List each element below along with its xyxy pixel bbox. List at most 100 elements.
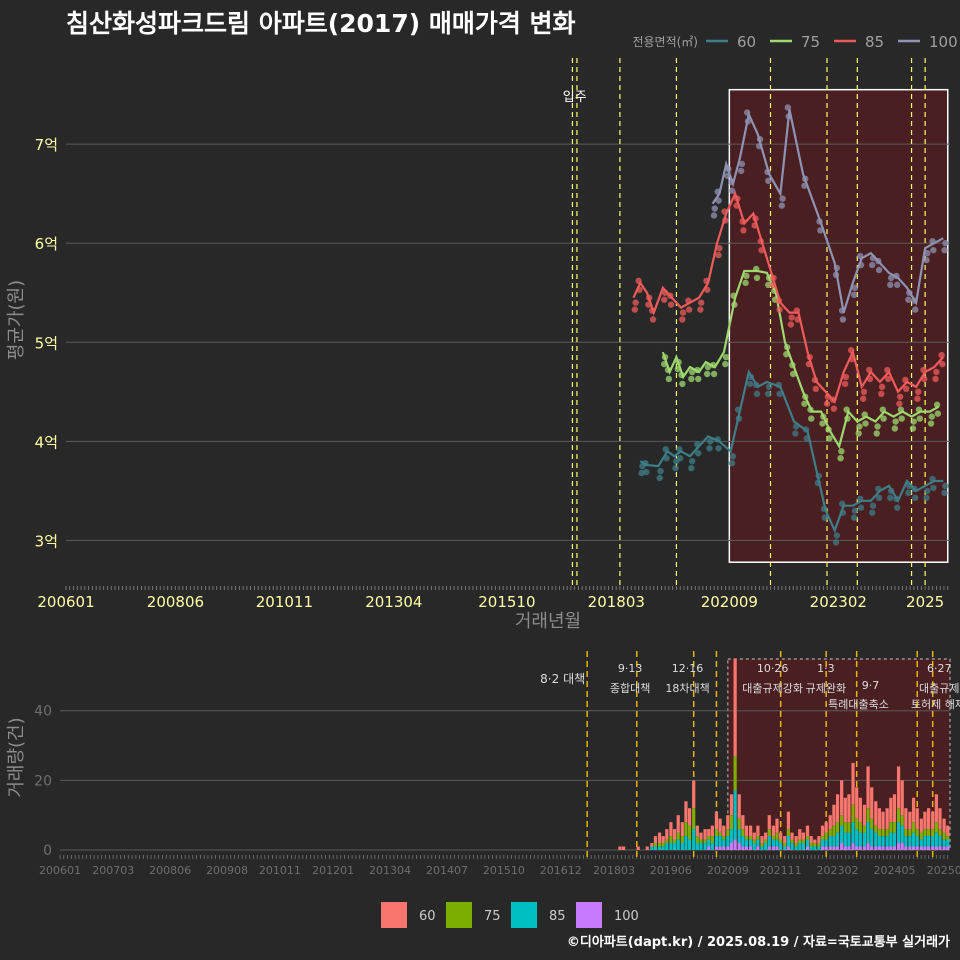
move-in-label: 입주 [563, 90, 587, 105]
legend-label-75: 75 [484, 909, 501, 924]
volume-bar-100 [946, 846, 950, 850]
data-point-85 [903, 385, 910, 393]
volume-bar-75 [817, 843, 821, 847]
volume-bar-100 [915, 846, 919, 850]
data-point-100 [779, 195, 786, 202]
volume-bar-75 [911, 822, 916, 833]
volume-bar-100 [767, 846, 771, 850]
x-tick-label: 201510 [483, 864, 525, 877]
volume-bar-75 [775, 832, 779, 840]
volume-bar-75 [919, 832, 923, 840]
volume-bar-60 [621, 846, 626, 850]
volume-bar-75 [695, 836, 699, 844]
volume-bar-85 [661, 846, 665, 850]
data-point-60 [930, 484, 937, 492]
volume-bar-60 [741, 815, 745, 830]
data-point-75 [679, 380, 686, 388]
volume-bar-100 [835, 846, 840, 850]
volume-bar-100 [824, 846, 828, 850]
x-tick-label: 202302 [810, 593, 867, 611]
data-point-85 [776, 306, 783, 313]
data-point-75 [765, 281, 772, 289]
data-point-60 [833, 532, 841, 539]
volume-bar-75 [707, 836, 711, 840]
data-point-100 [923, 256, 930, 264]
volume-bar-100 [900, 843, 904, 850]
volume-bar-85 [718, 836, 722, 847]
volume-bar-85 [862, 832, 867, 847]
data-point-85 [685, 306, 693, 313]
volume-bar-60 [718, 818, 722, 833]
data-point-60 [657, 467, 664, 475]
volume-bar-85 [805, 839, 810, 847]
data-point-85 [896, 400, 903, 407]
volume-bar-60 [911, 797, 916, 823]
volume-bar-60 [703, 829, 707, 840]
x-tick-label: 201407 [426, 864, 468, 877]
data-point-85 [860, 388, 868, 396]
volume-bar-100 [707, 846, 711, 850]
x-tick-label: 201803 [588, 593, 645, 611]
data-point-100 [850, 291, 858, 298]
volume-bar-85 [733, 790, 737, 840]
data-point-100 [905, 296, 912, 303]
volume-bar-100 [870, 846, 874, 850]
volume-bar-100 [908, 846, 912, 850]
volume-bar-60 [680, 822, 684, 837]
data-point-85 [740, 227, 747, 234]
volume-bar-60 [636, 846, 640, 850]
volume-bar-75 [892, 822, 897, 833]
data-point-85 [938, 351, 945, 359]
volume-bar-75 [748, 836, 753, 840]
volume-bar-100 [847, 846, 851, 850]
data-point-85 [932, 375, 939, 383]
data-point-75 [927, 420, 935, 427]
volume-bar-100 [904, 846, 908, 850]
data-point-75 [753, 274, 761, 282]
data-point-75 [710, 370, 718, 378]
event-label: 18차대책 [665, 682, 709, 695]
volume-bar-85 [684, 836, 688, 850]
x-tick-label: 202302 [817, 864, 859, 877]
volume-bar-60 [767, 815, 771, 830]
volume-bar-85 [783, 846, 787, 850]
data-point-100 [710, 212, 718, 219]
event-extra-label: 토허제 해제 [911, 697, 960, 711]
data-point-85 [914, 395, 921, 402]
volume-bar-85 [798, 843, 802, 850]
volume-bar-75 [665, 839, 669, 844]
volume-bar-75 [832, 825, 836, 837]
data-point-75 [898, 415, 905, 422]
volume-bar-100 [832, 846, 836, 850]
volume-bar-85 [665, 843, 669, 850]
volume-bar-75 [699, 839, 703, 844]
volume-bar-100 [748, 846, 753, 850]
data-point-75 [933, 401, 941, 408]
volume-bar-60 [687, 808, 692, 826]
volume-bar-100 [934, 846, 938, 850]
volume-bar-85 [748, 839, 753, 847]
data-point-75 [838, 448, 845, 455]
data-point-60 [728, 459, 736, 467]
data-point-75 [909, 425, 917, 432]
volume-bar-85 [722, 839, 726, 847]
volume-bar-100 [741, 846, 745, 850]
volume-bar-85 [764, 843, 768, 850]
volume-bar-100 [942, 846, 946, 850]
data-point-60 [688, 457, 696, 465]
data-point-85 [697, 306, 704, 313]
volume-bar-75 [714, 829, 719, 837]
data-point-75 [801, 400, 808, 407]
volume-bar-60 [919, 818, 923, 833]
volume-bar-60 [645, 846, 649, 850]
volume-bar-85 [942, 839, 946, 847]
data-point-100 [924, 249, 931, 257]
volume-bar-60 [877, 808, 882, 830]
legend-key-75 [446, 902, 472, 928]
event-label: 대출규제 [919, 682, 959, 695]
legend-key-85 [511, 902, 537, 928]
volume-bar-75 [824, 832, 828, 840]
y-tick-label: 3억 [35, 532, 58, 550]
data-point-100 [728, 187, 736, 194]
volume-bar-60 [669, 822, 673, 837]
